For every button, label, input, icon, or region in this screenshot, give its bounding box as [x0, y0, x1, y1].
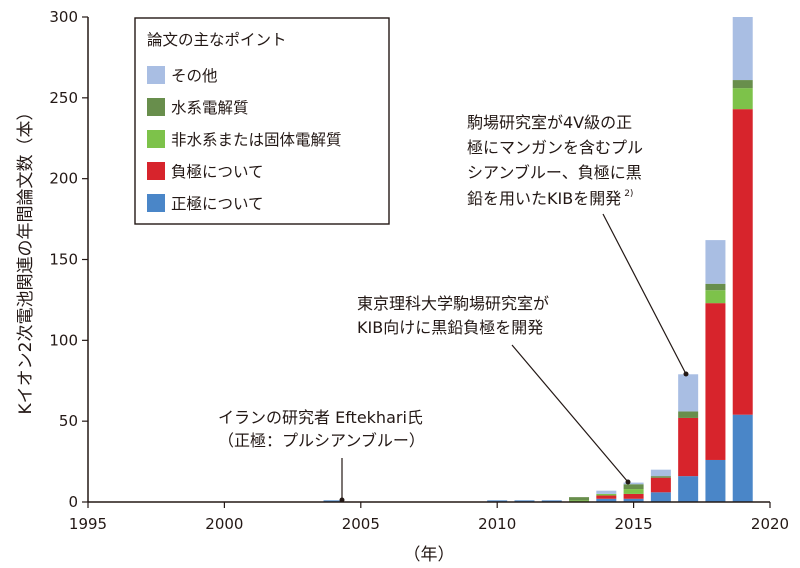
bar-2014-series-0 [596, 498, 617, 502]
bar-2019-series-2 [732, 88, 753, 110]
legend-swatch [147, 162, 165, 180]
y-tick-label: 50 [59, 412, 78, 430]
annotation-eftekhari: イランの研究者 Eftekhari氏 （正極：プルシアンブルー） [218, 408, 425, 503]
bar-2018-series-4 [705, 240, 726, 284]
annotation-komaba: 駒場研究室が4V級の正 極にマンガンを含むプル シアンブルー、負極に黒 鉛を用い… [467, 113, 689, 377]
bar-2013-series-2 [569, 500, 590, 502]
bar-2010-series-0 [487, 500, 508, 502]
x-tick-label: 2020 [751, 515, 789, 533]
annotations: イランの研究者 Eftekhari氏 （正極：プルシアンブルー） 東京理科大学駒… [218, 113, 689, 503]
bar-2019-series-4 [732, 17, 753, 81]
legend-title: 論文の主なポイント [147, 31, 287, 49]
bar-2018-series-3 [705, 283, 726, 291]
legend: 論文の主なポイント その他水系電解質非水系または固体電解質負極について正極につい… [134, 17, 390, 225]
bar-2017-series-4 [678, 374, 699, 412]
y-tick-label: 300 [49, 8, 78, 26]
annotation-eftekhari-line-2: （正極：プルシアンブルー） [218, 431, 425, 450]
legend-swatch [147, 194, 165, 212]
annotation-tus: 東京理科大学駒場研究室が KIB向けに黒鉛負極を開発 [357, 294, 631, 485]
bar-2016-series-1 [650, 477, 671, 493]
bar-2016-series-4 [650, 469, 671, 477]
bar-2015-series-0 [623, 498, 644, 502]
y-ticks: 0 50 100 150 200 250 300 [49, 8, 88, 511]
bar-2019-series-3 [732, 80, 753, 89]
bar-2018-series-0 [705, 459, 726, 502]
legend-label: 非水系または固体電解質 [171, 131, 342, 149]
bar-group [323, 17, 753, 502]
x-tick-label: 2010 [478, 515, 516, 533]
y-tick-label: 150 [49, 251, 78, 269]
legend-label: 水系電解質 [171, 99, 249, 117]
bar-2015-series-1 [623, 493, 644, 499]
x-tick-label: 2005 [342, 515, 380, 533]
y-tick-label: 200 [49, 170, 78, 188]
bar-2015-series-2 [623, 489, 644, 494]
bar-2015-series-3 [623, 484, 644, 490]
annotation-komaba-superscript: 2) [624, 189, 633, 199]
annotation-komaba-line-1: 駒場研究室が4V級の正 [467, 113, 632, 132]
bar-2016-series-0 [650, 492, 671, 502]
annotation-komaba-line-3: シアンブルー、負極に黒 [467, 163, 642, 182]
annotation-eftekhari-dot [339, 497, 345, 503]
x-tick-label: 2015 [615, 515, 653, 533]
bar-2018-series-2 [705, 290, 726, 304]
x-ticks: 1995 2000 2005 2010 2015 2020 [69, 502, 789, 533]
annotation-tus-dot [625, 479, 631, 485]
legend-swatch [147, 130, 165, 148]
annotation-komaba-line-4-text: 鉛を用いたKIBを開発 [467, 189, 621, 208]
legend-label: その他 [171, 67, 218, 85]
bar-2019-series-1 [732, 109, 753, 415]
bar-2019-series-0 [732, 414, 753, 502]
annotation-komaba-line-2: 極にマンガンを含むプル [467, 138, 643, 157]
bar-2012-series-0 [541, 500, 562, 502]
x-tick-label: 2000 [205, 515, 243, 533]
annotation-komaba-line-4: 鉛を用いたKIBを開発 2) [467, 189, 633, 208]
legend-box [134, 17, 390, 225]
x-axis-title: （年） [404, 545, 455, 565]
bar-2016-series-3 [650, 476, 671, 478]
bar-2004-series-0 [323, 500, 344, 502]
legend-label: 負極について [171, 163, 264, 181]
y-tick-label: 250 [49, 89, 78, 107]
annotation-eftekhari-line-1: イランの研究者 Eftekhari氏 [218, 408, 423, 427]
bar-2017-series-0 [678, 476, 699, 502]
y-axis-title: Kイオン2次電池関連の年間論文数（本） [16, 104, 36, 415]
bar-2018-series-1 [705, 303, 726, 460]
bar-2017-series-3 [678, 411, 699, 418]
bar-2017-series-1 [678, 417, 699, 477]
x-tick-label: 1995 [69, 515, 107, 533]
bar-2011-series-0 [514, 500, 535, 502]
annotation-tus-leader [511, 344, 629, 483]
annotation-tus-line-2: KIB向けに黒鉛負極を開発 [357, 318, 543, 337]
annotation-tus-line-1: 東京理科大学駒場研究室が [357, 294, 549, 313]
bar-2014-series-2 [596, 493, 617, 496]
y-tick-label: 100 [49, 331, 78, 349]
bar-2014-series-4 [596, 490, 617, 494]
bar-2014-series-1 [596, 495, 617, 499]
legend-swatch [147, 66, 165, 84]
annotation-komaba-leader [602, 213, 687, 375]
legend-label: 正極について [171, 195, 264, 213]
annotation-komaba-dot [683, 371, 689, 377]
legend-swatch [147, 98, 165, 116]
bar-2015-series-4 [623, 482, 644, 485]
bar-2013-series-3 [569, 497, 590, 501]
y-tick-label: 0 [68, 493, 78, 511]
